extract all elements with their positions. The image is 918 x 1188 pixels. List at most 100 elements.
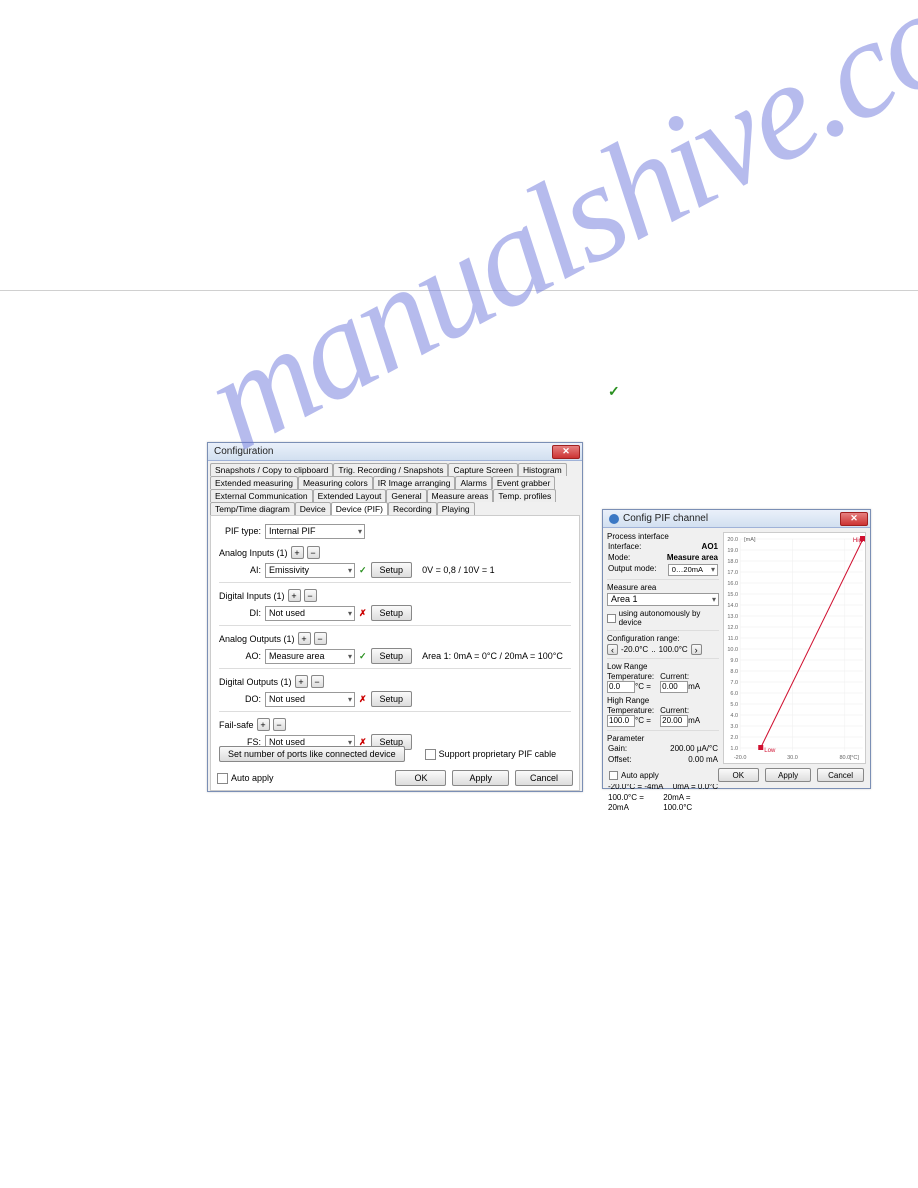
pif-type-dropdown[interactable]: Internal PIF (265, 524, 365, 539)
ao-remove-button[interactable]: − (314, 632, 327, 645)
tab-measuring-colors[interactable]: Measuring colors (298, 476, 373, 489)
tab-measure-areas[interactable]: Measure areas (427, 489, 494, 502)
measure-area-label: Measure area (607, 583, 719, 592)
config-footer: Auto apply OK Apply Cancel (211, 770, 579, 786)
do-x-icon: ✗ (359, 694, 367, 705)
range-next-button[interactable]: › (691, 644, 702, 655)
ai-setup-button[interactable]: Setup (371, 562, 413, 578)
low-temp-input[interactable]: 0.0 (607, 681, 635, 693)
tab-ir-image[interactable]: IR Image arranging (373, 476, 456, 489)
di-label: DI: (219, 608, 265, 618)
ao-add-button[interactable]: + (298, 632, 311, 645)
interface-value: AO1 (702, 542, 718, 552)
tab-playing[interactable]: Playing (437, 502, 475, 515)
ao-extra-text: Area 1: 0mA = 0°C / 20mA = 100°C (422, 651, 563, 661)
fs-title: Fail-safe (219, 720, 254, 730)
gain-label: Gain: (608, 744, 627, 754)
fs-remove-button[interactable]: − (273, 718, 286, 731)
do-setup-button[interactable]: Setup (371, 691, 413, 707)
tab-capture-screen[interactable]: Capture Screen (448, 463, 518, 476)
ai-remove-button[interactable]: − (307, 546, 320, 559)
ai-label: AI: (219, 565, 265, 575)
tab-snapshots[interactable]: Snapshots / Copy to clipboard (210, 463, 333, 476)
range-prev-button[interactable]: ‹ (607, 644, 618, 655)
pif-apply-button[interactable]: Apply (765, 768, 811, 782)
digital-inputs-header: Digital Inputs (1) + − (219, 589, 571, 602)
tab-event-grabber[interactable]: Event grabber (492, 476, 555, 489)
using-auto-label: using autonomously by device (619, 609, 719, 627)
apply-button[interactable]: Apply (452, 770, 509, 786)
fs-add-button[interactable]: + (257, 718, 270, 731)
close-button[interactable]: ✕ (552, 445, 580, 459)
tab-temp-time[interactable]: Temp/Time diagram (210, 502, 295, 515)
page-divider (0, 290, 918, 291)
chart-high-label: High (853, 538, 865, 544)
output-mode-dropdown[interactable]: 0…20mA (668, 564, 718, 576)
high-curr-unit: mA (688, 716, 700, 725)
tab-alarms[interactable]: Alarms (455, 476, 491, 489)
svg-text:3.0: 3.0 (730, 724, 738, 730)
tab-external-comm[interactable]: External Communication (210, 489, 313, 502)
svg-text:14.0: 14.0 (727, 603, 738, 609)
measure-area-dropdown[interactable]: Area 1 (607, 593, 719, 606)
tab-temp-profiles[interactable]: Temp. profiles (493, 489, 556, 502)
pif-ok-button[interactable]: OK (718, 768, 760, 782)
pif-auto-apply-label: Auto apply (621, 771, 659, 780)
tab-extended-layout[interactable]: Extended Layout (313, 489, 387, 502)
ao-setup-button[interactable]: Setup (371, 648, 413, 664)
svg-text:12.0: 12.0 (727, 625, 738, 631)
do-dropdown[interactable]: Not used (265, 692, 355, 707)
auto-apply-checkbox[interactable]: Auto apply (217, 773, 274, 784)
tab-general[interactable]: General (386, 489, 426, 502)
pif-close-button[interactable]: ✕ (840, 512, 868, 526)
pif-auto-apply-checkbox[interactable]: Auto apply (609, 771, 659, 780)
svg-text:5.0: 5.0 (730, 702, 738, 708)
svg-text:20.0: 20.0 (727, 537, 738, 543)
ai-add-button[interactable]: + (291, 546, 304, 559)
config-range-hi: 100.0°C (659, 645, 688, 654)
svg-text:4.0: 4.0 (730, 713, 738, 719)
tab-recording[interactable]: Recording (388, 502, 437, 515)
low-curr-unit: mA (688, 682, 700, 691)
di-add-button[interactable]: + (288, 589, 301, 602)
analog-inputs-header: Analog Inputs (1) + − (219, 546, 571, 559)
low-temp-label: Temperature: (607, 672, 654, 681)
high-range-label: High Range (607, 696, 719, 705)
do-label: DO: (219, 694, 265, 704)
cancel-button[interactable]: Cancel (515, 770, 573, 786)
di-dropdown[interactable]: Not used (265, 606, 355, 621)
output-mode-label: Output mode: (608, 564, 656, 576)
ok-button[interactable]: OK (395, 770, 446, 786)
ao-dropdown[interactable]: Measure area (265, 649, 355, 664)
high-temp-input[interactable]: 100.0 (607, 715, 635, 727)
svg-text:6.0: 6.0 (730, 691, 738, 697)
auto-apply-label: Auto apply (231, 773, 274, 783)
parameter-label: Parameter (607, 734, 719, 743)
do-remove-button[interactable]: − (311, 675, 324, 688)
tab-device[interactable]: Device (295, 502, 331, 515)
ai-dropdown[interactable]: Emissivity (265, 563, 355, 578)
pif-cancel-button[interactable]: Cancel (817, 768, 864, 782)
high-curr-label: Current: (660, 706, 689, 715)
interface-label: Interface: (608, 542, 641, 552)
ao-ok-icon: ✓ (359, 651, 367, 662)
pif-window-title: Config PIF channel (623, 513, 840, 524)
do-add-button[interactable]: + (295, 675, 308, 688)
tab-trig-recording[interactable]: Trig. Recording / Snapshots (333, 463, 448, 476)
svg-text:16.0: 16.0 (727, 581, 738, 587)
pif-footer: Auto apply OK Apply Cancel (603, 766, 870, 784)
di-remove-button[interactable]: − (304, 589, 317, 602)
tab-histogram[interactable]: Histogram (518, 463, 567, 476)
high-curr-input[interactable]: 20.00 (660, 715, 688, 727)
low-curr-input[interactable]: 0.00 (660, 681, 688, 693)
set-ports-button[interactable]: Set number of ports like connected devic… (219, 746, 405, 762)
tab-device-pif[interactable]: Device (PIF) (331, 502, 388, 515)
tabs: Snapshots / Copy to clipboard Trig. Reco… (208, 461, 582, 515)
di-setup-button[interactable]: Setup (371, 605, 413, 621)
using-auto-checkbox[interactable]: using autonomously by device (607, 609, 719, 627)
pif-chart: High Low 20.019.018.0 17.016.015.0 14.01… (723, 532, 866, 764)
support-proprietary-checkbox[interactable]: Support proprietary PIF cable (425, 749, 557, 760)
support-proprietary-label: Support proprietary PIF cable (439, 749, 557, 759)
tab-extended-measuring[interactable]: Extended measuring (210, 476, 298, 489)
offset-label: Offset: (608, 755, 631, 765)
